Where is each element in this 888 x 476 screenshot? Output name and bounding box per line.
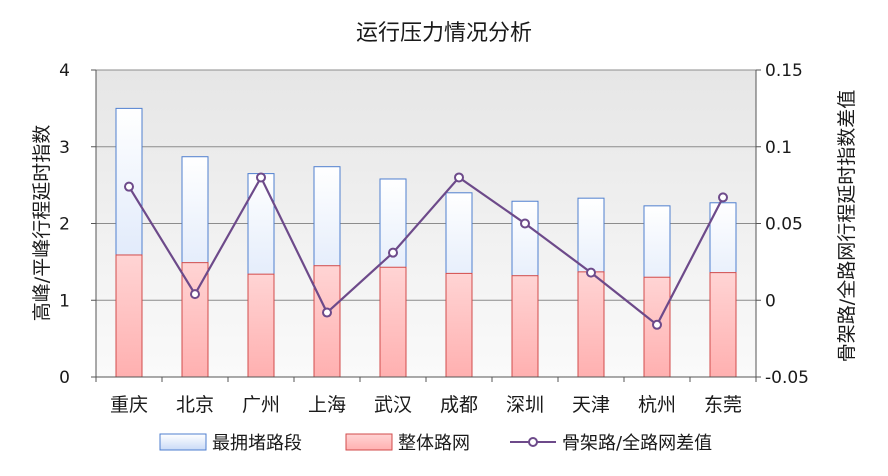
difference-point [124,181,134,192]
y-right-tick-label: 0 [765,291,776,311]
bar-overall-network [247,273,275,378]
legend-label-most-congested: 最拥堵路段 [212,433,302,454]
y-right-tick-label: -0.05 [765,368,809,388]
x-tick-label: 上海 [308,394,346,416]
y-axis-left-label: 高峰/平峰行程延时指数 [31,125,53,321]
y-right-tick-label: 0.05 [765,215,803,235]
chart-title: 运行压力情况分析 [356,21,532,46]
difference-point [454,172,464,183]
difference-point [190,289,200,300]
y-left-tick-label: 0 [59,368,70,388]
difference-point [322,307,332,318]
legend-marker-difference [528,437,538,447]
x-tick-label: 深圳 [506,394,544,416]
y-left-tick-label: 1 [59,291,70,311]
bar-overall-network [511,275,539,378]
legend-label-overall-network: 整体路网 [398,433,470,454]
x-tick-label: 北京 [176,394,214,416]
bar-series [115,107,737,378]
y-left-tick-label: 4 [59,61,70,81]
y-left-tick-label: 3 [59,138,70,158]
y-axis-right-label: 骨架路/全路网行程延时指数差值 [836,90,858,362]
legend-swatch-most-congested [159,433,207,451]
bar-overall-network [577,271,605,378]
difference-point [718,192,728,203]
x-tick-label: 杭州 [638,394,676,416]
y-right-tick-label: 0.1 [765,138,792,158]
difference-point [256,172,266,183]
x-tick-label: 武汉 [374,394,412,416]
legend-label-difference: 骨架路/全路网差值 [562,433,712,454]
legend-swatch-overall-network [345,433,393,451]
bar-overall-network [709,272,737,378]
y-right-tick-label: 0.15 [765,61,803,81]
x-tick-label: 天津 [572,394,610,416]
difference-line [128,175,724,327]
difference-point [652,319,662,330]
line-series [124,172,728,330]
axes: 0 1 2 3 4 -0.05 0 0.05 0.1 0.15 重庆 北京 广州 上海 武汉 成都 深圳 天津 杭州… [59,61,809,416]
bar-overall-network [379,266,407,378]
x-tick-label: 东莞 [704,394,742,416]
bar-overall-network [313,265,341,378]
bar-overall-network [445,272,473,378]
y-left-tick-label: 2 [59,215,70,235]
difference-point [586,267,596,278]
bar-overall-network [115,254,143,378]
difference-point [388,247,398,258]
legend: 最拥堵路段 整体路网 骨架路/全路网差值 [159,433,712,454]
x-tick-label: 成都 [440,394,478,416]
difference-point [520,218,530,229]
x-tick-label: 广州 [242,394,280,416]
x-tick-label: 重庆 [110,394,148,416]
